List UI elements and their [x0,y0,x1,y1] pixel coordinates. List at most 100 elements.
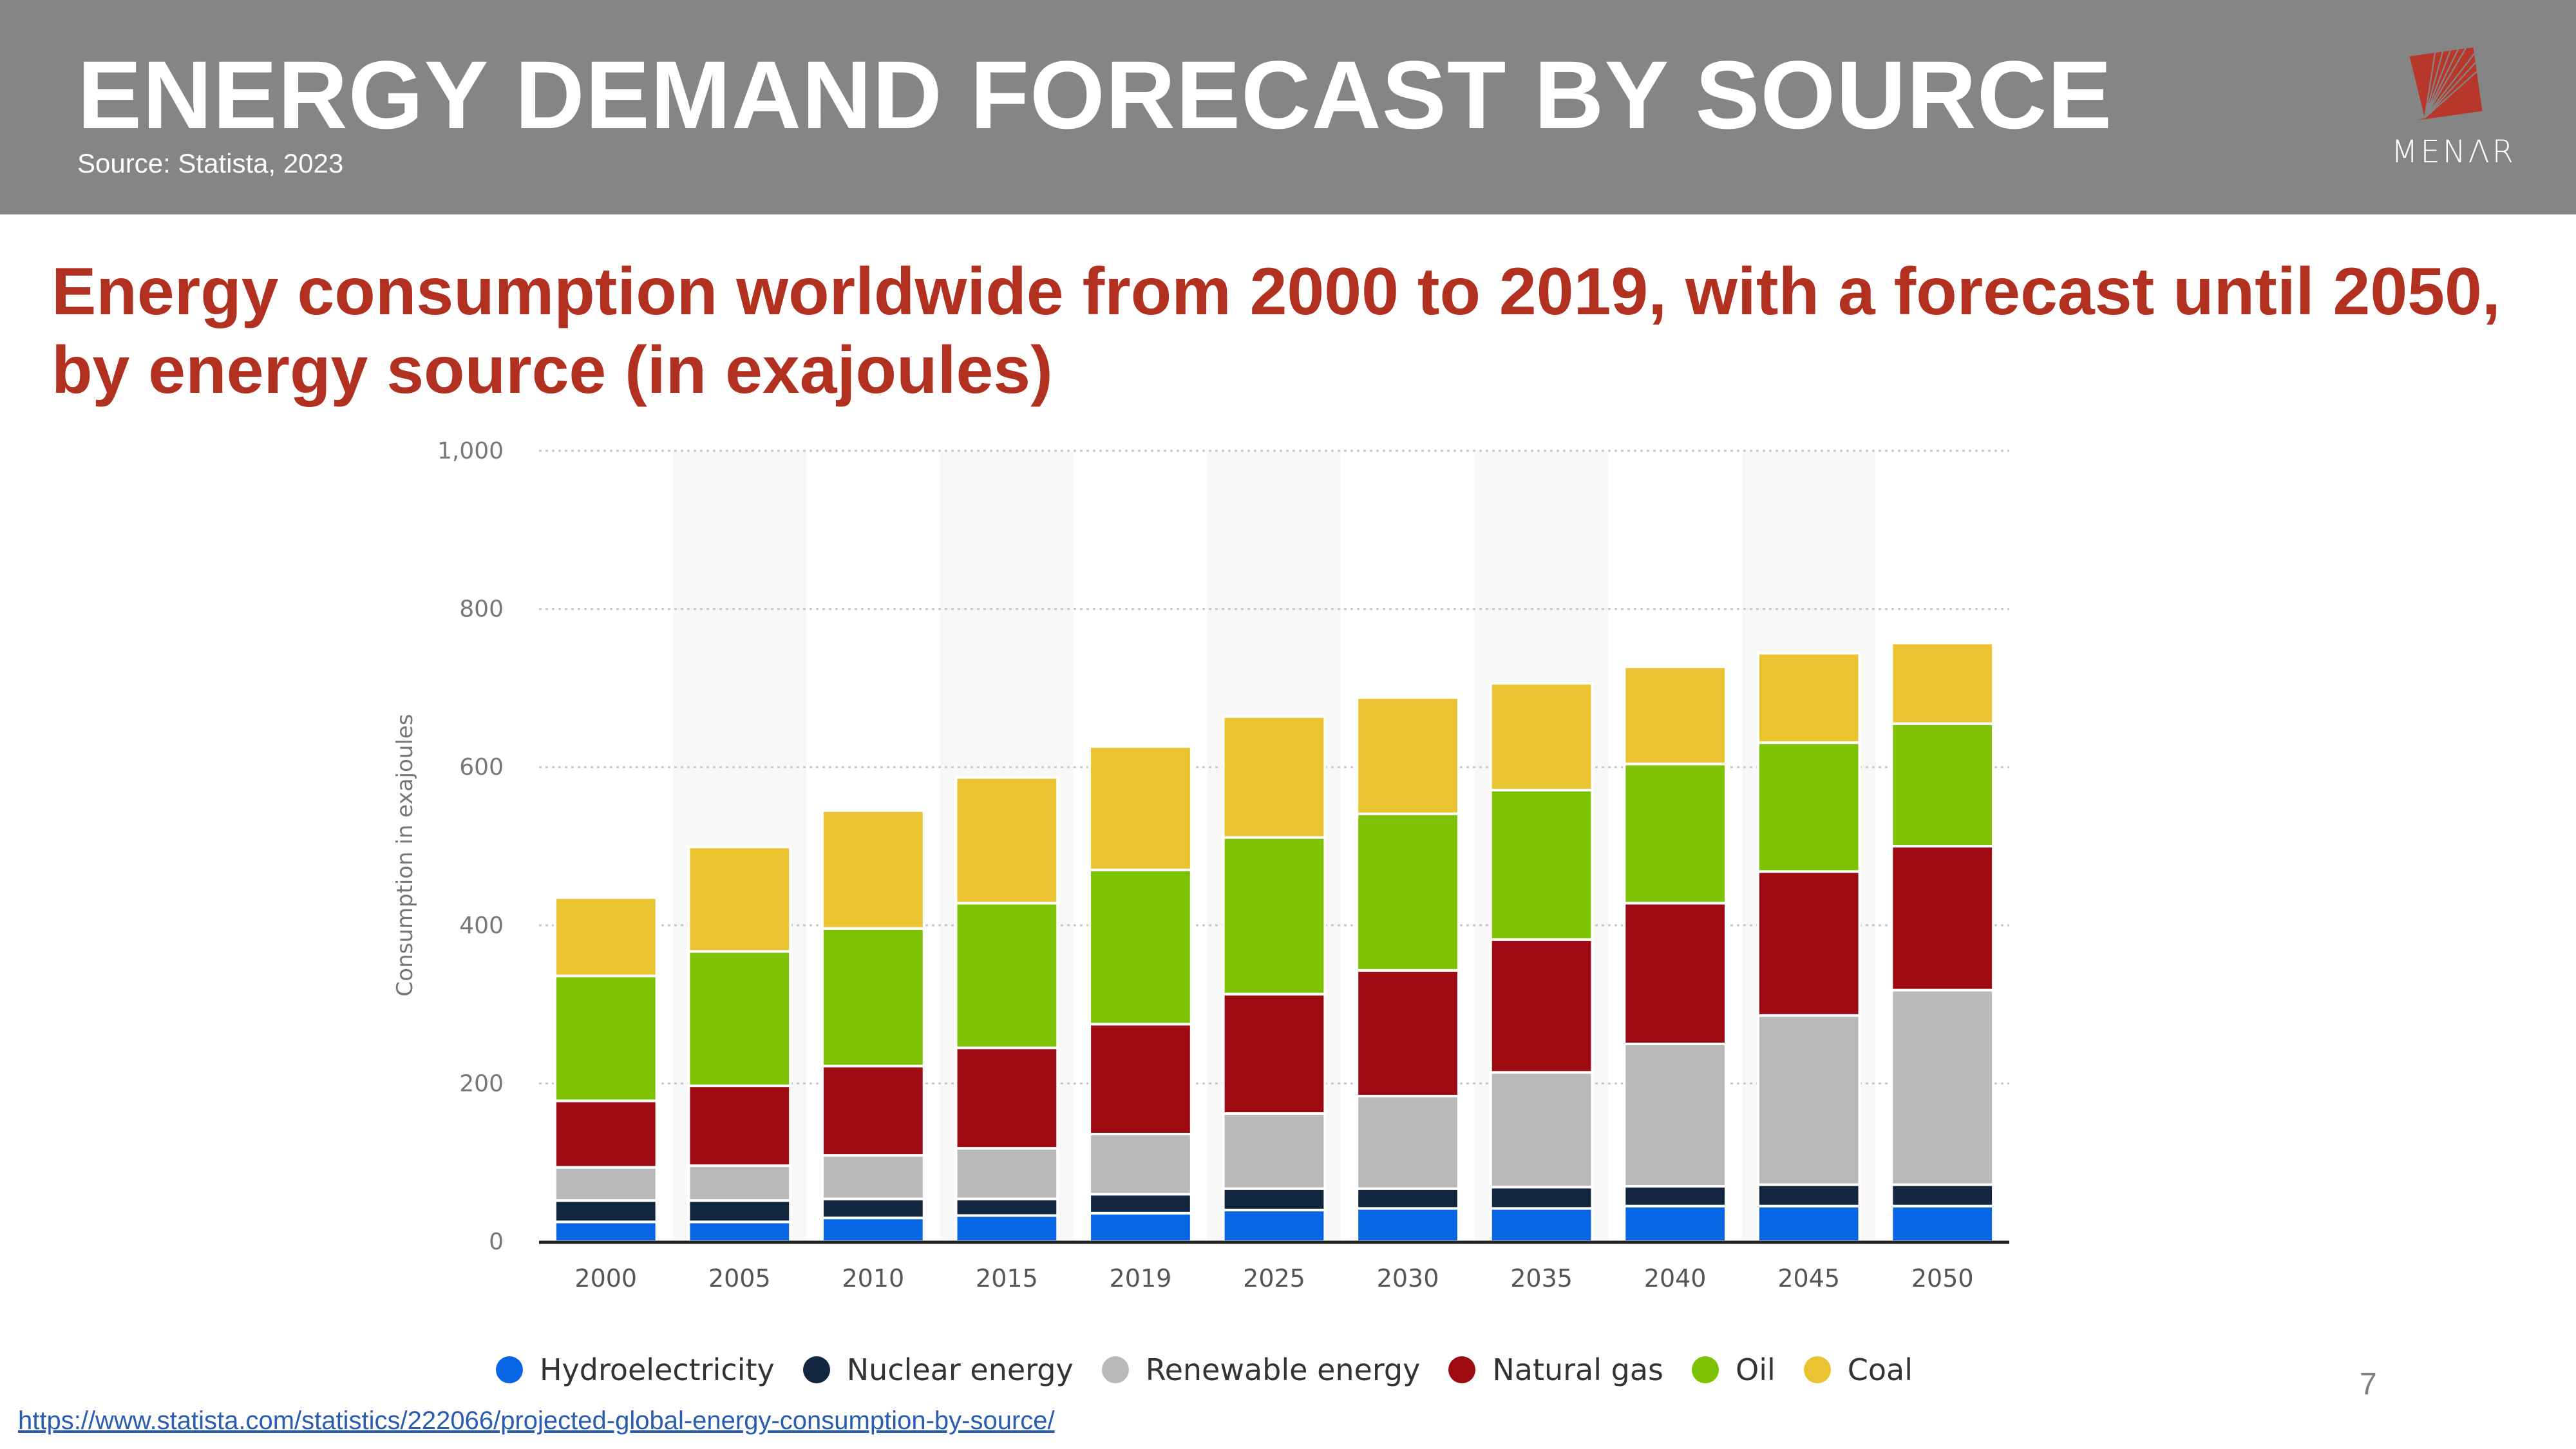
logo-text: MENΛR [2391,134,2516,170]
header-bar: ENERGY DEMAND FORECAST BY SOURCE Source:… [0,0,2576,214]
bar-segment-natural-gas [1088,1023,1193,1135]
bar-segment-nuclear-energy [954,1197,1059,1217]
y-tick-label: 1,000 [437,438,504,464]
bar-segment-coal [954,776,1059,905]
bar-stack-2000 [553,896,658,1244]
bar-stack-2005 [687,846,792,1244]
bar-segment-oil [1222,836,1327,996]
bar-stack-2019 [1088,745,1193,1243]
bar-segment-nuclear-energy [1356,1187,1460,1210]
bar-stack-2040 [1623,665,1728,1243]
bar-segment-hydroelectricity [1088,1211,1193,1243]
bar-stack-2050 [1890,641,1995,1243]
bar-segment-coal [687,846,792,953]
bar-segment-renewable-energy [1088,1132,1193,1196]
bar-segment-coal [1623,665,1728,766]
x-tick-label: 2030 [1377,1264,1439,1293]
chart-legend: Hydroelectricity Nuclear energy Renewable … [0,1352,2409,1387]
bar-segment-renewable-energy [1756,1014,1861,1186]
legend-item-renewable-energy[interactable]: Renewable energy [1101,1352,1421,1387]
bar-stack-2025 [1222,715,1327,1244]
legend-dot-icon [1101,1356,1129,1383]
bar-segment-hydroelectricity [1623,1204,1728,1243]
x-tick-label: 2025 [1243,1264,1305,1293]
y-axis-label: Consumption in exajoules [392,714,418,997]
bar-segment-renewable-energy [954,1147,1059,1200]
bar-segment-nuclear-energy [1890,1183,1995,1208]
page-number: 7 [2360,1367,2377,1401]
bar-segment-nuclear-energy [1756,1183,1861,1208]
bar-segment-renewable-energy [1356,1095,1460,1190]
bar-segment-natural-gas [820,1065,925,1157]
bar-segment-oil [553,974,658,1103]
bar-stack-2030 [1356,696,1460,1243]
legend-item-nuclear-energy[interactable]: Nuclear energy [802,1352,1074,1387]
bar-segment-coal [820,809,925,930]
chart-subtitle: Energy consumption worldwide from 2000 t… [52,254,2501,408]
bar-segment-natural-gas [954,1046,1059,1150]
bar-segment-natural-gas [1890,845,1995,992]
bar-segment-natural-gas [1756,870,1861,1017]
bar-segment-natural-gas [1489,938,1594,1074]
legend-dot-icon [1692,1356,1719,1383]
y-tick-label: 0 [489,1229,504,1255]
bar-segment-oil [1356,812,1460,972]
legend-label: Hydroelectricity [539,1352,775,1387]
legend-dot-icon [802,1356,830,1383]
bar-segment-nuclear-energy [1489,1186,1594,1210]
bar-segment-hydroelectricity [954,1214,1059,1243]
y-tick-label: 800 [459,596,504,623]
bar-segment-oil [1088,868,1193,1026]
bar-segment-natural-gas [1623,902,1728,1046]
bar-segment-oil [1489,788,1594,941]
x-tick-label: 2000 [574,1264,637,1293]
legend-label: Natural gas [1492,1352,1664,1387]
bar-segment-oil [1756,741,1861,873]
bars [553,641,1995,1244]
bar-segment-nuclear-energy [1623,1185,1728,1208]
bar-stack-2010 [820,809,925,1244]
bar-segment-hydroelectricity [1489,1207,1594,1243]
bar-segment-hydroelectricity [1356,1207,1460,1243]
y-tick-label: 200 [459,1070,504,1097]
legend-label: Nuclear energy [846,1352,1074,1387]
legend-item-coal[interactable]: Coal [1803,1352,1913,1387]
legend-label: Renewable energy [1145,1352,1421,1387]
bar-segment-nuclear-energy [1222,1187,1327,1211]
x-tick-label: 2019 [1110,1264,1172,1293]
bar-segment-coal [1356,696,1460,815]
bar-segment-oil [820,927,925,1068]
bar-segment-oil [954,902,1059,1050]
legend-dot-icon [1448,1356,1476,1383]
legend-item-hydroelectricity[interactable]: Hydroelectricity [495,1352,775,1387]
source-link[interactable]: https://www.statista.com/statistics/2220… [18,1406,1055,1435]
bar-segment-hydroelectricity [553,1220,658,1244]
legend-dot-icon [495,1356,523,1383]
bar-segment-nuclear-energy [687,1199,792,1224]
legend-dot-icon [1803,1356,1831,1383]
legend-label: Coal [1847,1352,1913,1387]
bar-segment-hydroelectricity [820,1217,925,1244]
bar-segment-nuclear-energy [1088,1193,1193,1215]
x-tick-label: 2015 [976,1264,1038,1293]
x-tick-label: 2010 [842,1264,905,1293]
bar-segment-natural-gas [1356,969,1460,1098]
bar-segment-oil [687,950,792,1088]
bar-segment-coal [1088,745,1193,871]
menar-logo-icon [2409,47,2483,120]
bar-segment-coal [1890,641,1995,725]
bar-segment-coal [1489,682,1594,791]
bar-segment-renewable-energy [1222,1112,1327,1190]
bar-segment-hydroelectricity [1890,1204,1995,1243]
bar-segment-renewable-energy [1890,989,1995,1186]
x-tick-labels: 2000 2005 2010 2015 2019 2025 2030 2035 2040 2045… [574,1264,1973,1293]
bar-segment-natural-gas [687,1084,792,1168]
bar-segment-natural-gas [553,1099,658,1169]
bar-segment-hydroelectricity [1756,1204,1861,1243]
y-tick-labels: 0 200 400 600 800 1,000 [437,438,504,1255]
legend-item-natural-gas[interactable]: Natural gas [1448,1352,1663,1387]
bar-segment-renewable-energy [1489,1071,1594,1189]
legend-item-oil[interactable]: Oil [1692,1352,1776,1387]
